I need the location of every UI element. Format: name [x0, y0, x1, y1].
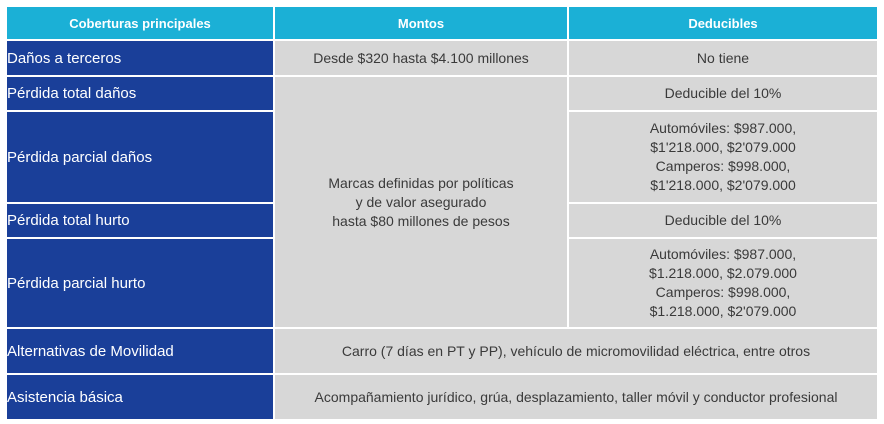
coverage-table: Coberturas principales Montos Deducibles… [5, 5, 879, 421]
merged-value-cell: Acompañamiento jurídico, grúa, desplazam… [273, 373, 879, 421]
table-row: Daños a terceros Desde $320 hasta $4.100… [5, 39, 879, 77]
deductible-cell: Deducible del 10% [567, 202, 879, 239]
table-row: Pérdida total daños Marcas definidas por… [5, 75, 879, 329]
deductible-line: $1'218.000, $2'079.000 [650, 139, 796, 155]
deductible-cell: Automóviles: $987.000, $1.218.000, $2.07… [567, 237, 879, 329]
deductible-line: Camperos: $998.000, [655, 284, 791, 300]
amount-line: Marcas definidas por políticas [328, 174, 514, 191]
amount-line: hasta $80 millones de pesos [332, 212, 510, 229]
deductible-line: $1.218.000, $2'079.000 [649, 303, 797, 319]
coverage-label: Daños a terceros [5, 39, 275, 77]
deductible-cell: No tiene [567, 39, 879, 77]
table-row: Asistencia básica Acompañamiento jurídic… [5, 373, 879, 421]
deductible-line: Automóviles: $987.000, [649, 246, 797, 262]
table-row: Alternativas de Movilidad Carro (7 días … [5, 327, 879, 375]
header-deductibles: Deducibles [567, 5, 879, 41]
deductible-line: $1.218.000, $2.079.000 [649, 265, 797, 281]
shared-amount-cell: Marcas definidas por políticas y de valo… [273, 75, 569, 329]
header-amounts: Montos [273, 5, 569, 41]
coverage-label: Pérdida total hurto [5, 202, 275, 239]
coverage-label: Pérdida total daños [5, 75, 275, 112]
merged-value-cell: Carro (7 días en PT y PP), vehículo de m… [273, 327, 879, 375]
header-coverage: Coberturas principales [5, 5, 275, 41]
amount-line: y de valor asegurado [355, 193, 487, 210]
coverage-label: Alternativas de Movilidad [5, 327, 275, 375]
amount-cell: Desde $320 hasta $4.100 millones [273, 39, 569, 77]
coverage-label: Pérdida parcial daños [5, 110, 275, 204]
table-row: Pérdida total hurto Deducible del 10% [5, 202, 879, 239]
deductible-line: Camperos: $998.000, [655, 158, 791, 174]
deductible-line: $1'218.000, $2'079.000 [650, 177, 796, 193]
coverage-label: Pérdida parcial hurto [5, 237, 275, 329]
table-row: Pérdida parcial daños Automóviles: $987.… [5, 110, 879, 204]
deductible-cell: Automóviles: $987.000, $1'218.000, $2'07… [567, 110, 879, 204]
deductible-cell: Deducible del 10% [567, 75, 879, 112]
deductible-line: Automóviles: $987.000, [649, 120, 797, 136]
table-row: Pérdida parcial hurto Automóviles: $987.… [5, 237, 879, 329]
header-row: Coberturas principales Montos Deducibles [5, 5, 879, 41]
coverage-label: Asistencia básica [5, 373, 275, 421]
